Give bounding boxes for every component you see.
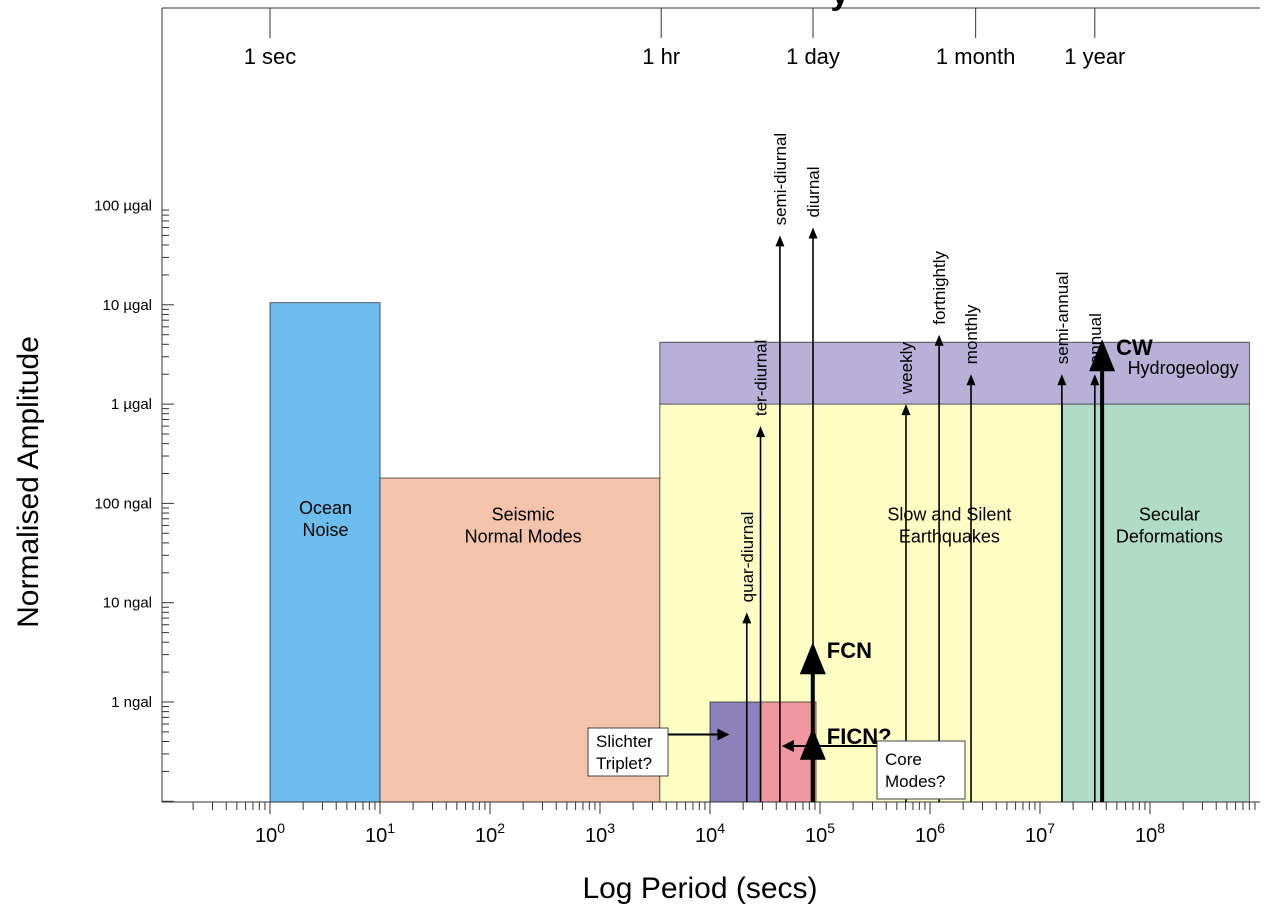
callout-text-1-0: Core: [885, 750, 922, 769]
band-label-1-0: Seismic: [492, 504, 555, 524]
arrow-label-1: ter-diurnal: [752, 340, 771, 417]
arrow-head-2: [775, 235, 785, 247]
arrow-label-2: semi-diurnal: [771, 133, 790, 226]
y-tick-label-1: 10 ngal: [103, 595, 152, 612]
arrow-label-3: diurnal: [804, 166, 823, 217]
axis-frame: [161, 7, 1260, 803]
arrow-head-8: [1090, 374, 1100, 386]
callout-box-0: [587, 727, 669, 777]
band-0: [269, 302, 381, 803]
x-axis-label: Log Period (secs): [582, 872, 817, 905]
callout-box-1: [876, 740, 966, 800]
arrow-label-9: CW: [1116, 335, 1153, 360]
y-axis-label: Normalised Amplitude: [12, 336, 45, 628]
x-tick-label-1: 101: [365, 820, 395, 847]
arrow-label-4: weekly: [897, 342, 916, 395]
arrow-head-3: [808, 227, 818, 239]
band-4: [659, 341, 1250, 405]
arrow-head-6: [966, 374, 976, 386]
x-tick-label-8: 108: [1135, 820, 1165, 847]
band-label-3-0: Secular: [1139, 504, 1200, 524]
x-tick-label-7: 107: [1025, 820, 1055, 847]
band-label-1-1: Normal Modes: [465, 526, 582, 546]
arrow-head-4: [901, 404, 911, 416]
callout-text-0-0: Slichter: [596, 732, 653, 751]
band-3: [1062, 403, 1250, 803]
x-ticks-layer: 100 101 102 103 104 105 106 107 108: [192, 802, 1256, 847]
callout-arrow-head-0: [717, 728, 730, 741]
arrow-head-11: [799, 727, 826, 760]
y-tick-label-3: 1 µgal: [111, 396, 152, 413]
arrow-label-10: FCN: [827, 638, 872, 663]
callouts-layer: Slichter Triplet? Core Modes?: [587, 727, 966, 800]
band-label-0-1: Noise: [303, 520, 349, 540]
arrow-head-0: [742, 612, 752, 624]
x-tick-label-6: 106: [915, 820, 945, 847]
y-tick-label-4: 10 µgal: [102, 297, 152, 314]
y-tick-label-2: 100 ngal: [94, 495, 152, 512]
top-time-label-4: 1 year: [1064, 44, 1125, 69]
arrow-label-6: monthly: [962, 304, 981, 364]
callout-arrow-head-1: [781, 740, 794, 753]
top-time-label-2: 1 day: [786, 44, 840, 69]
band-label-2-0: Slow and Silent: [887, 504, 1011, 524]
x-tick-label-3: 103: [585, 820, 615, 847]
band-5: [709, 701, 762, 803]
callout-text-1-1: Modes?: [885, 772, 945, 791]
arrow-head-10: [799, 642, 826, 675]
top-time-label-1: 1 hr: [642, 44, 680, 69]
arrows-layer: quar-diurnal ter-diurnal semi-diurnal diurn…: [738, 133, 1153, 802]
x-tick-label-5: 105: [805, 820, 835, 847]
arrow-head-1: [756, 426, 766, 438]
top-time-label-0: 1 sec: [244, 44, 297, 69]
arrow-head-5: [934, 334, 944, 346]
arrow-head-9: [1089, 339, 1116, 372]
band-label-2-1: Earthquakes: [899, 526, 1000, 546]
x-tick-label-0: 100: [255, 820, 285, 847]
y-tick-label-0: 1 ngal: [111, 694, 152, 711]
x-tick-label-2: 102: [475, 820, 505, 847]
band-label-0-0: Ocean: [299, 498, 352, 518]
x-tick-label-4: 104: [695, 820, 725, 847]
callout-text-0-1: Triplet?: [596, 754, 652, 773]
band-label-3-1: Deformations: [1116, 526, 1223, 546]
arrow-head-7: [1057, 374, 1067, 386]
top-time-label-3: 1 month: [936, 44, 1016, 69]
top-time-layer: 1 sec 1 hr 1 day 1 month 1 year: [244, 8, 1125, 69]
arrow-label-5: fortnightly: [930, 250, 949, 324]
bands-layer: [269, 302, 1250, 803]
title-fragment: y: [831, 0, 850, 12]
y-tick-label-5: 100 µgal: [94, 198, 152, 215]
arrow-label-0: quar-diurnal: [738, 512, 757, 603]
band-label-4-0: Hydrogeology: [1128, 358, 1239, 378]
arrow-label-7: semi-annual: [1053, 272, 1072, 365]
y-ticks-layer: 1 ngal 10 ngal 100 ngal 1 µgal 10 µgal 100 µg…: [94, 198, 174, 802]
